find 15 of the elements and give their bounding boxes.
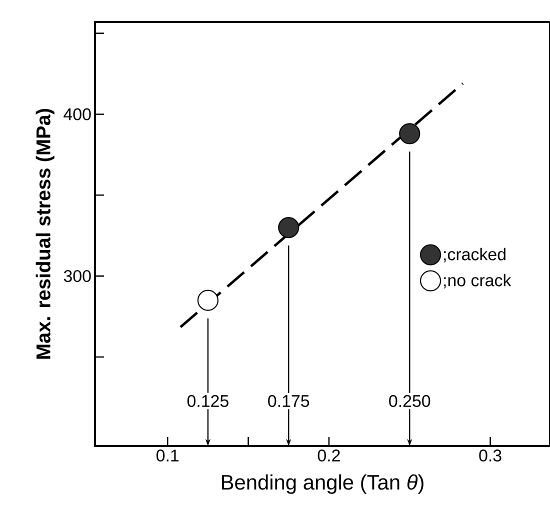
annotation: 0.250 [389, 395, 430, 407]
x-axis-title: Bending angle (Tan θ) [222, 474, 424, 494]
legend-label: ;no crack [444, 274, 512, 288]
point [278, 216, 300, 238]
point [197, 290, 218, 311]
x-tick-label: 0.2 [318, 450, 340, 462]
x-tick-label: 0.3 [479, 450, 502, 462]
annotation: 0.175 [268, 395, 310, 407]
y-tick-label: 400 [64, 108, 91, 120]
annotation: 0.125 [187, 395, 228, 407]
x-tick-label: 0.1 [156, 450, 179, 462]
y-axis-title: Max. residual stress (MPa) [36, 108, 54, 359]
y-tick-label: 300 [64, 270, 91, 282]
legend-label: ;cracked [444, 248, 506, 262]
point [399, 123, 420, 144]
